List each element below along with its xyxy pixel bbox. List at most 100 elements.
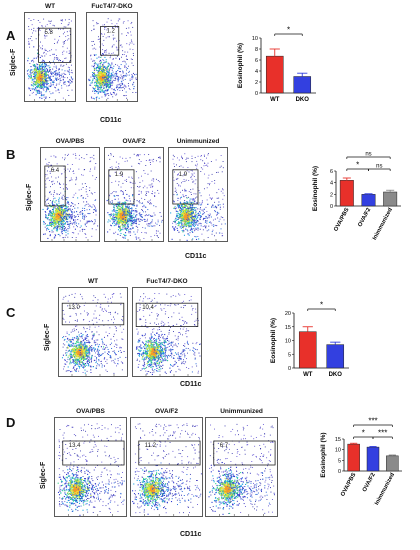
facs-plot-title: OVA/F2 bbox=[155, 408, 178, 415]
significance-label: *** bbox=[368, 417, 377, 426]
bar bbox=[298, 331, 317, 369]
facs-plot-frame bbox=[86, 12, 138, 102]
y-tick-label: 5 bbox=[338, 458, 341, 464]
facs-y-axis-label: Siglec-F bbox=[44, 323, 51, 351]
gate-box bbox=[135, 302, 199, 328]
facs-plot: 1.9 bbox=[168, 147, 228, 242]
x-tick-label: DKO bbox=[329, 372, 343, 378]
y-axis-label: Eosinophil (%) bbox=[320, 432, 327, 477]
facs-y-axis-label: Siglec-F bbox=[10, 48, 17, 76]
gate-box bbox=[172, 169, 199, 205]
eosinophil-bar-chart: Eosinophil (%) 0 5 10 15 OVA/PBS OVA/F2Unimmun… bbox=[320, 417, 402, 505]
gate-value: 6.7 bbox=[220, 443, 229, 449]
eosinophil-bar-chart: Eosinophil (%) 0 2 4 6 OVA/PBS OVA/F2Unimmuniz… bbox=[312, 152, 401, 240]
eosinophil-bar-chart: Eosinophil (%) 0 2 4 6 8 10 WT DKO * bbox=[237, 26, 316, 103]
facs-plot-title: OVA/PBS bbox=[76, 408, 105, 415]
facs-scatter-dots bbox=[135, 293, 201, 376]
y-tick-label: 20 bbox=[285, 311, 291, 317]
facs-scatter-dots bbox=[42, 153, 99, 240]
gate-box bbox=[44, 165, 66, 207]
facs-scatter-dots bbox=[106, 153, 163, 240]
facs-plot: 6.4 bbox=[40, 147, 100, 242]
bar bbox=[347, 443, 360, 472]
facs-scatter-dots bbox=[57, 423, 125, 516]
y-axis-label: Eosinophil (%) bbox=[312, 166, 319, 211]
facs-plot: 1.2 bbox=[86, 12, 138, 102]
gate-value: 13.4 bbox=[69, 443, 81, 449]
significance-label: *** bbox=[378, 429, 387, 438]
facs-plot-title: Unimmunized bbox=[220, 408, 263, 415]
figure-panel-c: C Siglec-F CD11c WT 13.0 FucT4/7-DKO 10.4 Eosin… bbox=[0, 275, 420, 403]
y-tick-label: 8 bbox=[255, 47, 258, 53]
bar bbox=[293, 76, 312, 94]
facs-plot: 1.9 bbox=[104, 147, 164, 242]
bar bbox=[361, 194, 376, 207]
gate-value: 13.0 bbox=[68, 305, 80, 311]
significance-label: * bbox=[287, 26, 290, 35]
y-tick-label: 15 bbox=[285, 325, 291, 331]
y-tick-label: 4 bbox=[255, 69, 258, 75]
facs-plot-frame bbox=[130, 417, 203, 517]
facs-plot-title: FucT4/7-DKO bbox=[91, 3, 133, 10]
gate-value: 1.9 bbox=[179, 172, 188, 178]
x-tick-label: OVA/PBS bbox=[340, 472, 357, 498]
significance-label: ns bbox=[365, 152, 371, 158]
panel-letter: A bbox=[6, 28, 16, 43]
x-tick-label: OVA/F2 bbox=[362, 472, 377, 493]
facs-plot: 13.0 bbox=[58, 287, 128, 377]
bar bbox=[339, 180, 354, 207]
figure-panel-b: B Siglec-F CD11c OVA/PBS 6.4 OVA/F2 1.9 Unimmun… bbox=[0, 125, 420, 275]
facs-x-axis-label: CD11c bbox=[100, 117, 122, 124]
significance-label: * bbox=[362, 429, 365, 438]
y-tick-label: 5 bbox=[288, 352, 291, 358]
facs-x-axis-label: CD11c bbox=[180, 531, 202, 538]
facs-plot: 10.4 bbox=[132, 287, 202, 377]
gate-value: 11.2 bbox=[145, 443, 157, 449]
y-tick-label: 0 bbox=[288, 366, 291, 372]
figure-panel-d: D Siglec-F CD11c OVA/PBS 13.4 OVA/F2 11.2 Unimm… bbox=[0, 403, 420, 550]
panel-letter: B bbox=[6, 147, 16, 162]
facs-scatter-dots bbox=[88, 18, 137, 100]
facs-plot: 11.2 bbox=[130, 417, 203, 517]
y-tick-label: 10 bbox=[335, 448, 341, 454]
facs-plot: 13.4 bbox=[54, 417, 127, 517]
facs-plot-frame bbox=[132, 287, 202, 377]
bar bbox=[265, 55, 284, 94]
y-tick-label: 4 bbox=[330, 181, 333, 187]
facs-plot-title: OVA/F2 bbox=[122, 138, 146, 145]
bar bbox=[326, 344, 345, 369]
y-tick-label: 6 bbox=[255, 58, 258, 64]
gate-box bbox=[61, 302, 125, 326]
facs-y-axis-label: Siglec-F bbox=[40, 461, 47, 489]
facs-plot-frame bbox=[58, 287, 128, 377]
facs-plot-title: WT bbox=[87, 278, 99, 285]
facs-plot-title: WT bbox=[44, 3, 56, 10]
facs-scatter-dots bbox=[170, 153, 226, 241]
gate-value: 1.2 bbox=[107, 28, 116, 34]
x-tick-label: WT bbox=[270, 97, 280, 103]
facs-scatter-dots bbox=[132, 423, 202, 515]
facs-plot-title: Unimmunized bbox=[176, 138, 220, 145]
facs-plot-frame bbox=[24, 12, 76, 102]
facs-scatter-dots bbox=[61, 293, 127, 374]
panel-letter: D bbox=[6, 415, 16, 430]
figure-panel-a: A Siglec-F CD11c WT 5.8 FucT4/7-DKO 1.2 Eosinop… bbox=[0, 0, 420, 125]
gate-box bbox=[62, 440, 125, 466]
y-tick-label: 10 bbox=[252, 36, 258, 42]
bar bbox=[386, 455, 399, 472]
bar bbox=[366, 446, 380, 472]
y-tick-label: 0 bbox=[255, 91, 258, 97]
y-tick-label: 0 bbox=[330, 204, 333, 210]
bar bbox=[383, 191, 398, 207]
y-axis-label: Eosinophil (%) bbox=[237, 43, 244, 88]
y-tick-label: 10 bbox=[285, 339, 291, 345]
y-tick-label: 2 bbox=[255, 80, 258, 86]
gate-value: 6.4 bbox=[51, 168, 60, 174]
y-tick-label: 2 bbox=[330, 192, 333, 198]
facs-x-axis-label: CD11c bbox=[185, 253, 207, 260]
x-tick-label: OVA/PBS bbox=[333, 207, 350, 233]
gate-value: 10.4 bbox=[142, 305, 154, 311]
y-axis-label: Eosinophil (%) bbox=[270, 318, 277, 363]
facs-y-axis-label: Siglec-F bbox=[26, 183, 33, 211]
significance-label: * bbox=[356, 161, 359, 170]
